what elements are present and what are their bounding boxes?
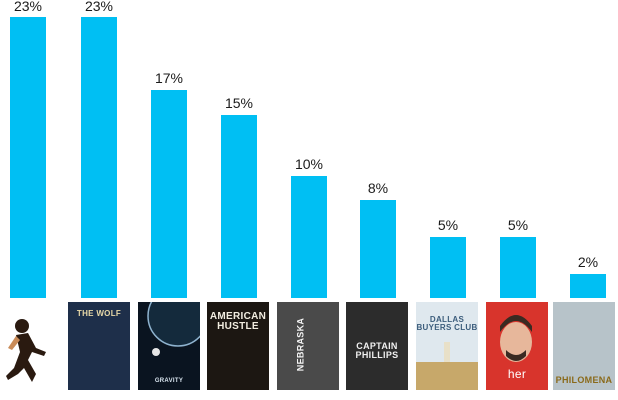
bar-value-label: 5% [437, 216, 459, 233]
poster-title: CAPTAIN PHILLIPS [355, 341, 399, 360]
bar-value-label: 17% [154, 70, 184, 87]
bar-value-label: 5% [507, 216, 529, 233]
bar-9 [570, 273, 606, 298]
poster-title: DALLAS BUYERS CLUB [416, 315, 478, 332]
bar-6 [360, 200, 396, 298]
bar-value-label: 23% [13, 0, 43, 14]
movie-poster-her: her [486, 302, 548, 390]
movie-poster-nebraska: NEBRASKA [277, 302, 339, 390]
bar-value-label: 2% [577, 253, 599, 270]
poster-title: AMERICAN HUSTLE [209, 311, 267, 332]
poster-title: NEBRASKA [295, 317, 306, 372]
movie-poster-wolf: THE WOLF [68, 302, 130, 390]
bar-8 [500, 236, 536, 298]
bar-1 [10, 17, 46, 298]
poster-title: GRAVITY [154, 378, 184, 384]
bar-value-label: 8% [367, 180, 389, 197]
bar-7 [430, 236, 466, 298]
movie-poster-dallas: DALLAS BUYERS CLUB [416, 302, 478, 390]
movie-poster-12-years [2, 302, 64, 390]
bar-value-label: 15% [224, 94, 254, 111]
bar-5 [291, 175, 327, 298]
movie-poster-phillips: CAPTAIN PHILLIPS [346, 302, 408, 390]
bar-3 [151, 90, 187, 298]
bar-value-label: 10% [294, 155, 324, 172]
movie-poster-gravity: GRAVITY [138, 302, 200, 390]
bar-4 [221, 114, 257, 298]
poster-title: PHILOMENA [555, 375, 613, 385]
movie-poster-philomena: PHILOMENA [553, 302, 615, 390]
poster-title: THE WOLF [76, 309, 122, 318]
bar-value-label: 23% [84, 0, 114, 14]
movie-poster-hustle: AMERICAN HUSTLE [207, 302, 269, 390]
poster-title: her [507, 367, 527, 381]
bar-2 [81, 17, 117, 298]
